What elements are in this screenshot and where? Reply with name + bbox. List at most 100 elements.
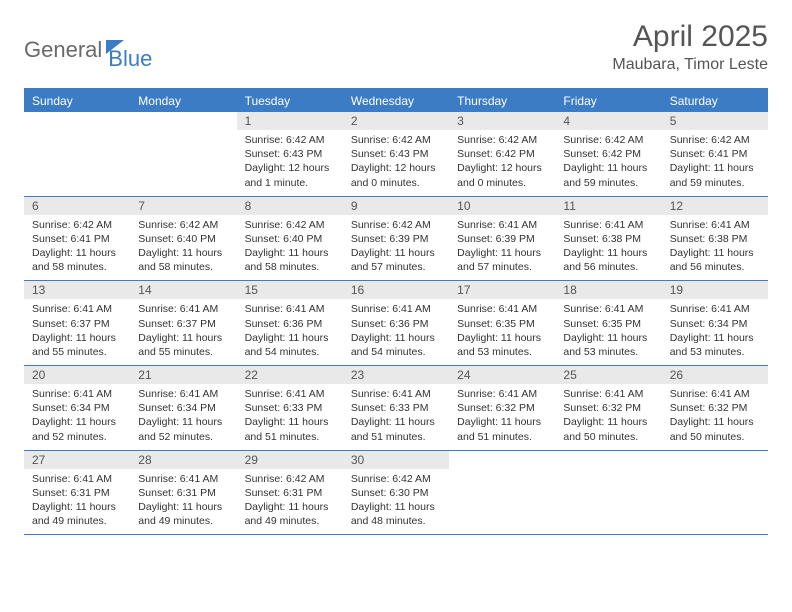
day-number: 2 [343,112,449,130]
day-cell: 24Sunrise: 6:41 AMSunset: 6:32 PMDayligh… [449,366,555,450]
daylight-text: Daylight: 11 hours and 56 minutes. [563,246,653,274]
daylight-text: Daylight: 11 hours and 55 minutes. [138,331,228,359]
day-cell: 25Sunrise: 6:41 AMSunset: 6:32 PMDayligh… [555,366,661,450]
week-row: 13Sunrise: 6:41 AMSunset: 6:37 PMDayligh… [24,281,768,366]
day-details: Sunrise: 6:41 AMSunset: 6:35 PMDaylight:… [555,299,661,365]
day-cell: 18Sunrise: 6:41 AMSunset: 6:35 PMDayligh… [555,281,661,365]
daylight-text: Daylight: 11 hours and 51 minutes. [457,415,547,443]
sunrise-text: Sunrise: 6:42 AM [138,218,228,232]
day-cell: 11Sunrise: 6:41 AMSunset: 6:38 PMDayligh… [555,197,661,281]
day-details: Sunrise: 6:41 AMSunset: 6:35 PMDaylight:… [449,299,555,365]
day-cell: 7Sunrise: 6:42 AMSunset: 6:40 PMDaylight… [130,197,236,281]
day-number: 7 [130,197,236,215]
day-cell: 29Sunrise: 6:42 AMSunset: 6:31 PMDayligh… [237,451,343,535]
day-cell: 8Sunrise: 6:42 AMSunset: 6:40 PMDaylight… [237,197,343,281]
day-details: Sunrise: 6:42 AMSunset: 6:40 PMDaylight:… [130,215,236,281]
logo-text-blue: Blue [108,46,152,72]
day-number: 27 [24,451,130,469]
day-details: Sunrise: 6:42 AMSunset: 6:39 PMDaylight:… [343,215,449,281]
daylight-text: Daylight: 11 hours and 55 minutes. [32,331,122,359]
day-details: Sunrise: 6:42 AMSunset: 6:41 PMDaylight:… [662,130,768,196]
day-number: 23 [343,366,449,384]
sunset-text: Sunset: 6:34 PM [138,401,228,415]
sunrise-text: Sunrise: 6:41 AM [457,218,547,232]
sunset-text: Sunset: 6:41 PM [32,232,122,246]
sunset-text: Sunset: 6:36 PM [351,317,441,331]
sunset-text: Sunset: 6:40 PM [245,232,335,246]
sunset-text: Sunset: 6:38 PM [670,232,760,246]
sunrise-text: Sunrise: 6:41 AM [32,387,122,401]
week-row: 20Sunrise: 6:41 AMSunset: 6:34 PMDayligh… [24,366,768,451]
logo: General Blue [24,28,152,72]
day-cell: 22Sunrise: 6:41 AMSunset: 6:33 PMDayligh… [237,366,343,450]
day-number: 11 [555,197,661,215]
sunset-text: Sunset: 6:40 PM [138,232,228,246]
day-cell: 19Sunrise: 6:41 AMSunset: 6:34 PMDayligh… [662,281,768,365]
calendar: Sunday Monday Tuesday Wednesday Thursday… [24,88,768,535]
day-cell: 27Sunrise: 6:41 AMSunset: 6:31 PMDayligh… [24,451,130,535]
day-number [24,112,130,116]
day-number: 21 [130,366,236,384]
day-number: 19 [662,281,768,299]
day-details: Sunrise: 6:41 AMSunset: 6:34 PMDaylight:… [24,384,130,450]
day-details: Sunrise: 6:41 AMSunset: 6:37 PMDaylight:… [24,299,130,365]
day-header: Thursday [449,90,555,112]
sunset-text: Sunset: 6:34 PM [670,317,760,331]
sunset-text: Sunset: 6:30 PM [351,486,441,500]
sunrise-text: Sunrise: 6:42 AM [32,218,122,232]
day-cell [130,112,236,196]
sunrise-text: Sunrise: 6:41 AM [457,302,547,316]
day-number: 16 [343,281,449,299]
day-details: Sunrise: 6:41 AMSunset: 6:33 PMDaylight:… [343,384,449,450]
day-details: Sunrise: 6:42 AMSunset: 6:42 PMDaylight:… [449,130,555,196]
day-cell: 6Sunrise: 6:42 AMSunset: 6:41 PMDaylight… [24,197,130,281]
daylight-text: Daylight: 11 hours and 58 minutes. [138,246,228,274]
day-number: 1 [237,112,343,130]
sunrise-text: Sunrise: 6:42 AM [245,218,335,232]
day-details: Sunrise: 6:41 AMSunset: 6:39 PMDaylight:… [449,215,555,281]
day-cell: 12Sunrise: 6:41 AMSunset: 6:38 PMDayligh… [662,197,768,281]
daylight-text: Daylight: 11 hours and 49 minutes. [245,500,335,528]
day-header: Friday [555,90,661,112]
day-details: Sunrise: 6:42 AMSunset: 6:30 PMDaylight:… [343,469,449,535]
day-number [449,451,555,455]
day-details: Sunrise: 6:41 AMSunset: 6:32 PMDaylight:… [662,384,768,450]
sunrise-text: Sunrise: 6:42 AM [457,133,547,147]
day-cell: 3Sunrise: 6:42 AMSunset: 6:42 PMDaylight… [449,112,555,196]
sunset-text: Sunset: 6:41 PM [670,147,760,161]
day-number: 20 [24,366,130,384]
daylight-text: Daylight: 11 hours and 57 minutes. [457,246,547,274]
day-details: Sunrise: 6:41 AMSunset: 6:31 PMDaylight:… [24,469,130,535]
day-number: 3 [449,112,555,130]
day-cell: 30Sunrise: 6:42 AMSunset: 6:30 PMDayligh… [343,451,449,535]
sunset-text: Sunset: 6:31 PM [245,486,335,500]
day-cell: 28Sunrise: 6:41 AMSunset: 6:31 PMDayligh… [130,451,236,535]
day-header-row: Sunday Monday Tuesday Wednesday Thursday… [24,90,768,112]
daylight-text: Daylight: 11 hours and 54 minutes. [351,331,441,359]
day-number [662,451,768,455]
sunrise-text: Sunrise: 6:42 AM [351,218,441,232]
day-number: 30 [343,451,449,469]
sunrise-text: Sunrise: 6:41 AM [351,302,441,316]
day-cell: 14Sunrise: 6:41 AMSunset: 6:37 PMDayligh… [130,281,236,365]
sunset-text: Sunset: 6:42 PM [563,147,653,161]
day-header: Wednesday [343,90,449,112]
day-details: Sunrise: 6:42 AMSunset: 6:42 PMDaylight:… [555,130,661,196]
title-block: April 2025 Maubara, Timor Leste [612,20,768,74]
sunset-text: Sunset: 6:31 PM [32,486,122,500]
day-details: Sunrise: 6:41 AMSunset: 6:38 PMDaylight:… [555,215,661,281]
sunrise-text: Sunrise: 6:42 AM [351,133,441,147]
sunset-text: Sunset: 6:32 PM [670,401,760,415]
daylight-text: Daylight: 11 hours and 51 minutes. [245,415,335,443]
daylight-text: Daylight: 11 hours and 49 minutes. [32,500,122,528]
day-header: Sunday [24,90,130,112]
sunset-text: Sunset: 6:34 PM [32,401,122,415]
day-cell: 21Sunrise: 6:41 AMSunset: 6:34 PMDayligh… [130,366,236,450]
sunrise-text: Sunrise: 6:42 AM [351,472,441,486]
day-details: Sunrise: 6:41 AMSunset: 6:33 PMDaylight:… [237,384,343,450]
daylight-text: Daylight: 12 hours and 0 minutes. [351,161,441,189]
sunrise-text: Sunrise: 6:41 AM [670,302,760,316]
daylight-text: Daylight: 11 hours and 59 minutes. [670,161,760,189]
day-details: Sunrise: 6:41 AMSunset: 6:37 PMDaylight:… [130,299,236,365]
day-number [130,112,236,116]
